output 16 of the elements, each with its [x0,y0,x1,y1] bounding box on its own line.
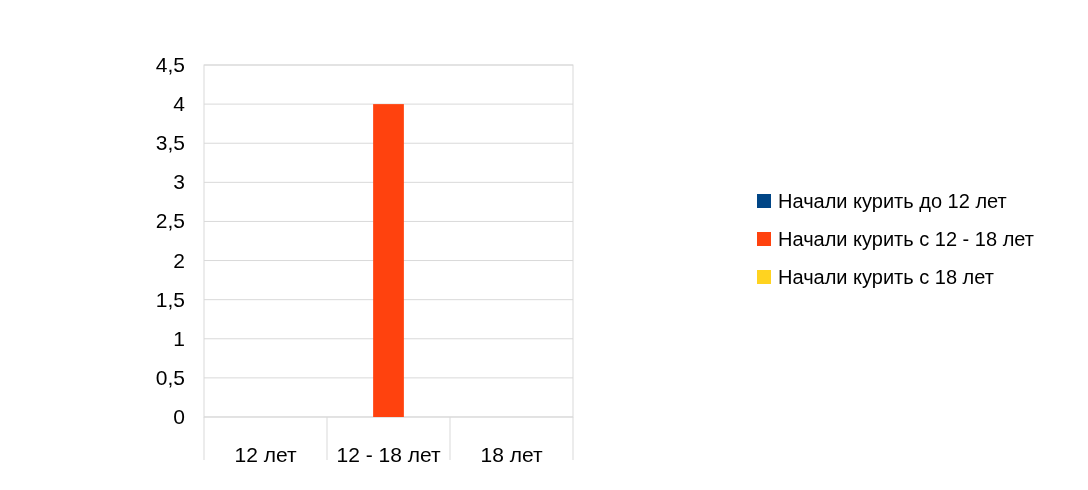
x-tick-label: 12 - 18 лет [336,443,441,466]
y-tick-label: 2,5 [155,209,185,233]
y-tick-label: 4,5 [155,53,185,76]
y-tick-label: 2 [173,248,185,272]
y-tick-label: 1,5 [155,287,185,311]
y-tick-label: 0 [173,405,185,428]
legend-label: Начали курить с 18 лет [778,266,994,288]
y-tick-label: 3 [173,170,185,194]
x-tick-label: 12 лет [234,443,297,466]
y-tick-label: 3,5 [155,131,185,155]
legend-label: Начали курить до 12 лет [778,190,1007,212]
y-tick-label: 4 [173,92,186,116]
y-tick-label: 1 [173,326,185,350]
y-tick-label: 0,5 [155,365,185,389]
x-tick-label: 18 лет [480,443,543,466]
legend-label: Начали курить с 12 - 18 лет [778,228,1034,250]
